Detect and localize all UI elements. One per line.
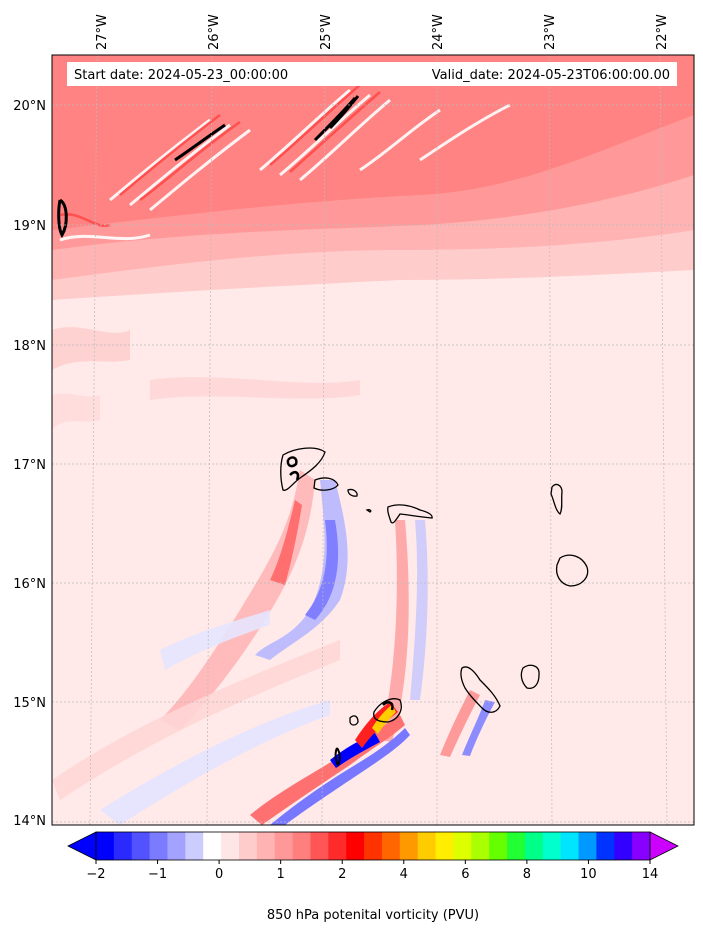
lon-label: 27°W	[95, 14, 110, 50]
lat-label: 16°N	[13, 577, 46, 592]
colorbar-segment	[328, 832, 347, 860]
date-info-box: Start date: 2024-05-23_00:00:00 Valid_da…	[67, 62, 677, 86]
lon-label: 26°W	[207, 14, 222, 50]
pv-south-feature	[250, 702, 410, 825]
colorbar-segment	[364, 832, 383, 860]
colorbar-segment	[578, 832, 597, 860]
colorbar-segment	[381, 832, 401, 860]
colorbar-segment	[435, 832, 454, 860]
colorbar-segment	[113, 832, 133, 860]
colorbar-segment	[238, 832, 258, 860]
colorbar-tick-label: 4	[400, 867, 408, 882]
island-sal	[550, 483, 563, 516]
island-santiago	[460, 666, 501, 713]
colorbar-segment	[614, 832, 633, 860]
valid-date-label: Valid_date: 2024-05-23T06:00:00.00	[432, 68, 670, 83]
graticule	[52, 55, 694, 825]
colorbar-segment	[292, 832, 311, 860]
colorbar-label: 850 hPa potenital vorticity (PVU)	[267, 908, 479, 923]
lon-label: 23°W	[543, 14, 558, 50]
colorbar-tick-label: 14	[642, 867, 659, 882]
lon-label: 22°W	[655, 14, 670, 50]
lat-label: 18°N	[13, 339, 46, 354]
colorbar-segment	[507, 832, 526, 860]
colorbar-segment	[542, 832, 562, 860]
colorbar-segment	[471, 832, 490, 860]
colorbar-high-extend	[649, 831, 679, 861]
colorbar-tick-label: 0	[215, 867, 223, 882]
colorbar-tick-label: 8	[523, 867, 531, 882]
pv-mid-patches	[52, 327, 360, 430]
island-fogo	[373, 698, 402, 723]
colorbar-tick-label: 2	[338, 867, 346, 882]
colorbar-segment	[346, 832, 365, 860]
colorbar-segment	[96, 832, 115, 860]
map-area	[52, 55, 694, 825]
start-date-label: Start date: 2024-05-23_00:00:00	[74, 68, 288, 83]
longitude-labels: 27°W 26°W 25°W 24°W 23°W 22°W	[95, 14, 670, 50]
colorbar-segment	[221, 832, 240, 860]
island-santo-antao	[280, 447, 326, 491]
colorbar-segment	[489, 832, 508, 860]
island-maio	[520, 664, 540, 689]
colorbar-segment	[203, 832, 222, 860]
pv-north-band	[52, 55, 694, 300]
island-santa-luzia	[347, 488, 358, 497]
lat-label: 19°N	[13, 219, 46, 234]
lon-label: 25°W	[319, 14, 334, 50]
colorbar-segment	[256, 832, 276, 860]
coastlines	[280, 447, 589, 726]
map-frame	[51, 54, 695, 826]
colorbar-ticks: −2 −1 0 1 2 4 6 8 10 14	[86, 860, 658, 882]
colorbar-segment	[274, 832, 294, 860]
lat-label: 14°N	[13, 814, 46, 829]
colorbar-tick-label: −2	[86, 867, 105, 882]
lon-label: 24°W	[431, 14, 446, 50]
colorbar-segment	[149, 832, 168, 860]
lat-label: 20°N	[13, 99, 46, 114]
colorbar-low-extend	[67, 831, 97, 861]
lat-label: 17°N	[13, 458, 46, 473]
island-sao-nicolau	[387, 504, 433, 524]
colorbar-segment	[524, 832, 544, 860]
latitude-labels: 20°N 19°N 18°N 17°N 16°N 15°N 14°N	[13, 99, 46, 829]
pv-filaments	[52, 470, 495, 825]
lat-label: 15°N	[13, 696, 46, 711]
colorbar-segment	[185, 832, 204, 860]
colorbar-tick-label: 1	[277, 867, 285, 882]
colorbar-segment	[596, 832, 615, 860]
island-brava	[349, 715, 359, 726]
colorbar-segment	[310, 832, 329, 860]
island-raso	[365, 509, 372, 513]
colorbar-segment	[560, 832, 580, 860]
colorbar-tick-label: 6	[461, 867, 469, 882]
colorbar-segment	[417, 832, 437, 860]
colorbar-tick-label: 10	[580, 867, 597, 882]
colorbar-segment	[453, 832, 472, 860]
colorbar-segment	[131, 832, 151, 860]
colorbar-tick-label: −1	[148, 867, 167, 882]
colorbar-segment	[632, 832, 651, 860]
colorbar: −2 −1 0 1 2 4 6 8 10 14 850 hPa potenital vortici…	[67, 831, 679, 923]
island-boa-vista	[555, 554, 589, 587]
pv-island-contours	[286, 456, 394, 711]
colorbar-segments	[96, 832, 651, 860]
island-sao-vicente	[313, 477, 339, 491]
colorbar-segment	[167, 832, 186, 860]
colorbar-segment	[399, 832, 419, 860]
